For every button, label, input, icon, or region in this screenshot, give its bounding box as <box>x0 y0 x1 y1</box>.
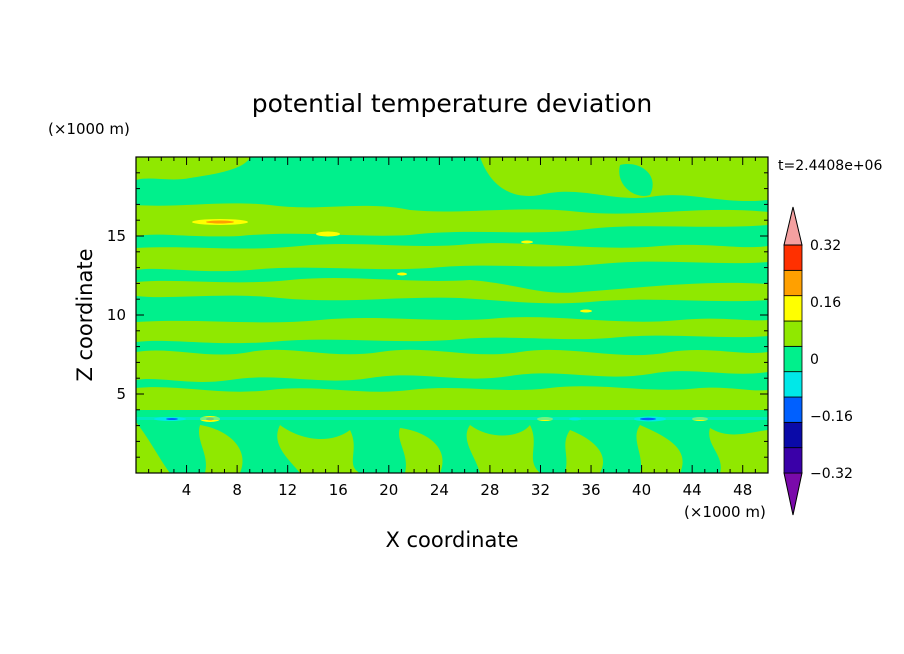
contour-field <box>136 157 768 473</box>
y-tick-label: 15 <box>107 227 126 245</box>
colorbar-segment <box>783 320 803 347</box>
x-tick-label: 12 <box>278 481 297 499</box>
colorbar-tick-label: −0.16 <box>810 409 853 425</box>
colorbar-segment <box>783 371 803 398</box>
colorbar-tick-label: 0 <box>810 352 819 368</box>
x-tick-label: 16 <box>329 481 348 499</box>
y-unit-label: (×1000 m) <box>48 120 130 138</box>
colorbar-segment <box>783 244 803 271</box>
colorbar-segment <box>783 295 803 322</box>
colorbar-upper-extension <box>783 206 803 246</box>
x-tick-label: 40 <box>632 481 651 499</box>
colorbar-segment <box>783 269 803 297</box>
colorbar-segment <box>783 447 803 474</box>
colorbar-segment <box>783 421 803 449</box>
colorbar-segment <box>783 345 803 373</box>
colorbar-tick-label: 0.32 <box>810 238 841 254</box>
x-tick-label: 20 <box>379 481 398 499</box>
x-tick-label: 44 <box>683 481 702 499</box>
y-axis-ticks: 5 10 15 <box>107 156 768 474</box>
y-axis-title: Z coordinate <box>73 248 97 381</box>
y-tick-label: 5 <box>116 385 126 403</box>
x-axis-ticks: 4 8 12 16 20 24 28 32 36 40 44 48 <box>135 157 769 499</box>
x-tick-label: 24 <box>430 481 449 499</box>
x-tick-label: 36 <box>581 481 600 499</box>
colorbar: 0.32 0.16 0 −0.16 −0.32 <box>783 206 853 516</box>
band-0-to-0.08 <box>136 157 768 473</box>
colorbar-tick-label: 0.16 <box>810 295 841 311</box>
time-label: t=2.4408e+06 <box>778 158 882 174</box>
band-negative-patches <box>136 416 768 422</box>
x-tick-label: 8 <box>232 481 242 499</box>
x-axis-title: X coordinate <box>385 528 518 552</box>
colorbar-lower-extension <box>783 472 803 516</box>
x-unit-label: (×1000 m) <box>684 503 766 521</box>
x-tick-label: 32 <box>531 481 550 499</box>
x-tick-label: 48 <box>733 481 752 499</box>
colorbar-segment <box>783 396 803 423</box>
x-tick-label: 28 <box>480 481 499 499</box>
chart-title: potential temperature deviation <box>252 89 652 118</box>
colorbar-tick-label: −0.32 <box>810 466 853 482</box>
x-tick-label: 4 <box>182 481 192 499</box>
y-tick-label: 10 <box>107 306 126 324</box>
